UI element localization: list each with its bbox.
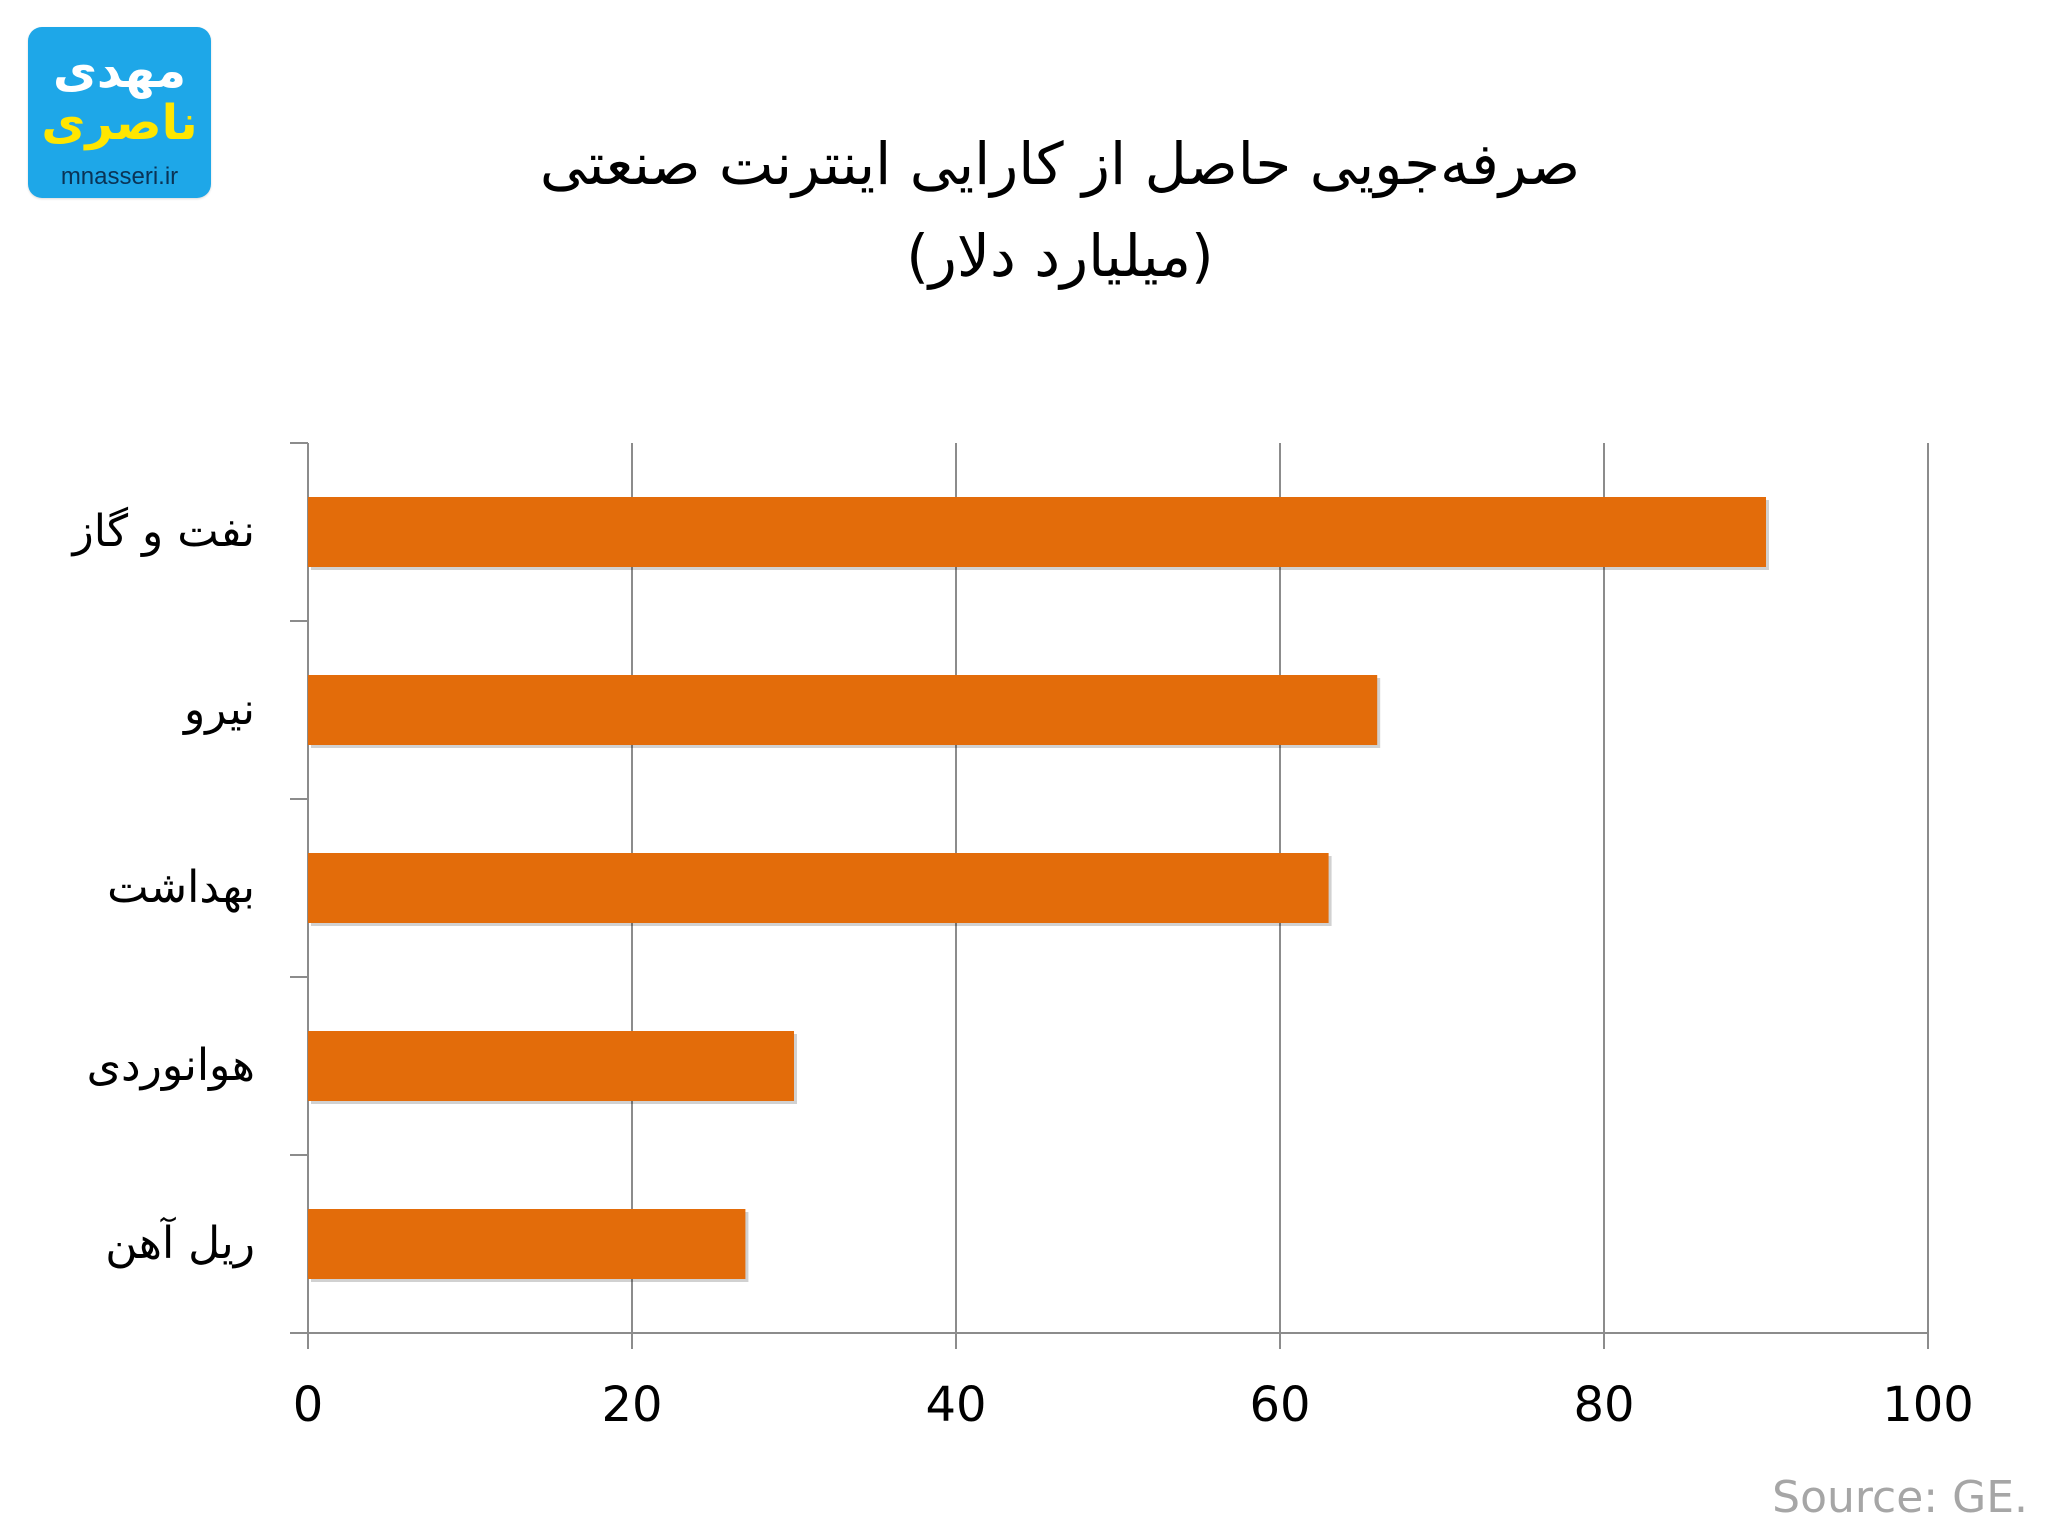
bar xyxy=(308,675,1378,745)
x-tick-label: 40 xyxy=(925,1377,986,1433)
bar xyxy=(308,497,1766,567)
category-label: هوانوردی xyxy=(87,1040,255,1091)
bar xyxy=(308,1209,746,1279)
category-label: نیرو xyxy=(182,684,255,735)
chart-title-line2: (میلیارد دلار) xyxy=(906,222,1214,290)
logo-name-line1: مهدی xyxy=(52,43,187,99)
logo-name-line2: ناصری xyxy=(41,95,198,151)
logo-url: mnasseri.ir xyxy=(60,163,179,190)
x-tick-label: 60 xyxy=(1249,1377,1310,1433)
category-label: ریل آهن xyxy=(105,1216,255,1269)
chart-title-line1: صرفه‌جویی حاصل از کارایی اینترنت صنعتی xyxy=(539,130,1581,198)
x-tick-label: 20 xyxy=(601,1377,662,1433)
x-tick-label: 80 xyxy=(1573,1377,1634,1433)
category-label: نفت و گاز xyxy=(70,506,255,557)
chart-title: صرفه‌جویی حاصل از کارایی اینترنت صنعتی (… xyxy=(350,118,1770,302)
bar xyxy=(308,1031,794,1101)
x-tick-label: 100 xyxy=(1882,1377,1974,1433)
source-note: Source: GE. xyxy=(1772,1472,2028,1523)
logo: مهدی ناصری mnasseri.ir xyxy=(28,27,211,198)
bar xyxy=(308,853,1329,923)
category-label: بهداشت xyxy=(107,862,255,913)
x-tick-label: 0 xyxy=(293,1377,324,1433)
